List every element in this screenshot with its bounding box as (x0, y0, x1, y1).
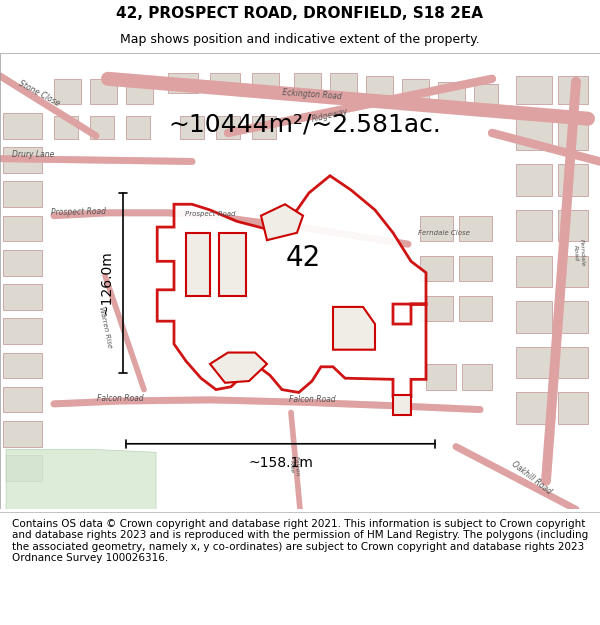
Polygon shape (459, 296, 492, 321)
Polygon shape (516, 210, 552, 241)
Text: Ridgeway: Ridgeway (311, 107, 349, 124)
Text: Stone Close: Stone Close (17, 78, 61, 108)
Polygon shape (516, 76, 552, 104)
Text: Prospect Road: Prospect Road (50, 207, 106, 217)
Text: Contains OS data © Crown copyright and database right 2021. This information is : Contains OS data © Crown copyright and d… (12, 519, 588, 563)
Polygon shape (3, 250, 42, 276)
Text: Map shows position and indicative extent of the property.: Map shows position and indicative extent… (120, 33, 480, 46)
Polygon shape (558, 392, 588, 424)
Bar (0, 53, 600, 509)
Polygon shape (126, 79, 153, 104)
Text: Ferndale
Road: Ferndale Road (573, 239, 585, 267)
Polygon shape (3, 113, 42, 139)
Polygon shape (6, 455, 42, 481)
Polygon shape (393, 396, 411, 415)
Polygon shape (294, 73, 321, 99)
Polygon shape (90, 116, 114, 139)
Text: Falcon
Rise: Falcon Rise (288, 456, 300, 477)
Polygon shape (186, 232, 210, 296)
Text: Eckington Road: Eckington Road (282, 88, 342, 101)
Polygon shape (90, 79, 117, 104)
Polygon shape (6, 449, 156, 509)
Text: Warren Rise: Warren Rise (98, 306, 112, 348)
Polygon shape (516, 301, 552, 332)
Text: ~10444m²/~2.581ac.: ~10444m²/~2.581ac. (168, 112, 441, 136)
Polygon shape (516, 392, 552, 424)
Polygon shape (3, 148, 42, 173)
Text: Falcon Road: Falcon Road (97, 394, 143, 402)
Polygon shape (252, 116, 276, 139)
Text: Prospect Road: Prospect Road (185, 211, 235, 217)
Polygon shape (3, 181, 42, 207)
Polygon shape (210, 352, 267, 382)
Polygon shape (210, 73, 240, 93)
Polygon shape (366, 76, 393, 102)
Polygon shape (3, 352, 42, 378)
Polygon shape (54, 79, 81, 104)
Polygon shape (558, 210, 588, 241)
Polygon shape (516, 347, 552, 378)
Polygon shape (168, 73, 198, 93)
Text: ~126.0m: ~126.0m (100, 250, 114, 315)
Polygon shape (3, 387, 42, 412)
Polygon shape (3, 318, 42, 344)
Polygon shape (420, 216, 453, 241)
Polygon shape (180, 116, 204, 139)
Text: Oakhill Road: Oakhill Road (509, 459, 553, 496)
Polygon shape (516, 256, 552, 287)
Polygon shape (333, 307, 375, 350)
Polygon shape (157, 176, 426, 396)
Polygon shape (558, 301, 588, 332)
Polygon shape (420, 256, 453, 281)
Polygon shape (558, 164, 588, 196)
Polygon shape (426, 364, 456, 389)
Polygon shape (516, 119, 552, 150)
Polygon shape (330, 73, 357, 99)
Polygon shape (558, 256, 588, 287)
Text: ~158.1m: ~158.1m (248, 456, 313, 471)
Polygon shape (462, 364, 492, 389)
Text: Ferndale Close: Ferndale Close (418, 230, 470, 236)
Polygon shape (516, 164, 552, 196)
Polygon shape (219, 232, 246, 296)
Polygon shape (3, 421, 42, 447)
Polygon shape (459, 256, 492, 281)
Text: Falcon Road: Falcon Road (289, 396, 335, 404)
Polygon shape (558, 76, 588, 104)
Polygon shape (459, 216, 492, 241)
Polygon shape (216, 116, 240, 139)
Polygon shape (558, 119, 588, 150)
Text: 42: 42 (286, 244, 320, 272)
Polygon shape (126, 116, 150, 139)
Polygon shape (402, 79, 429, 104)
Polygon shape (261, 204, 303, 240)
Text: Drury Lane: Drury Lane (12, 150, 54, 159)
Polygon shape (558, 347, 588, 378)
Polygon shape (54, 116, 78, 139)
Polygon shape (474, 84, 498, 110)
Polygon shape (3, 216, 42, 241)
Text: 42, PROSPECT ROAD, DRONFIELD, S18 2EA: 42, PROSPECT ROAD, DRONFIELD, S18 2EA (116, 6, 484, 21)
Polygon shape (420, 296, 453, 321)
Polygon shape (438, 82, 465, 107)
Polygon shape (252, 73, 279, 93)
Polygon shape (3, 284, 42, 310)
